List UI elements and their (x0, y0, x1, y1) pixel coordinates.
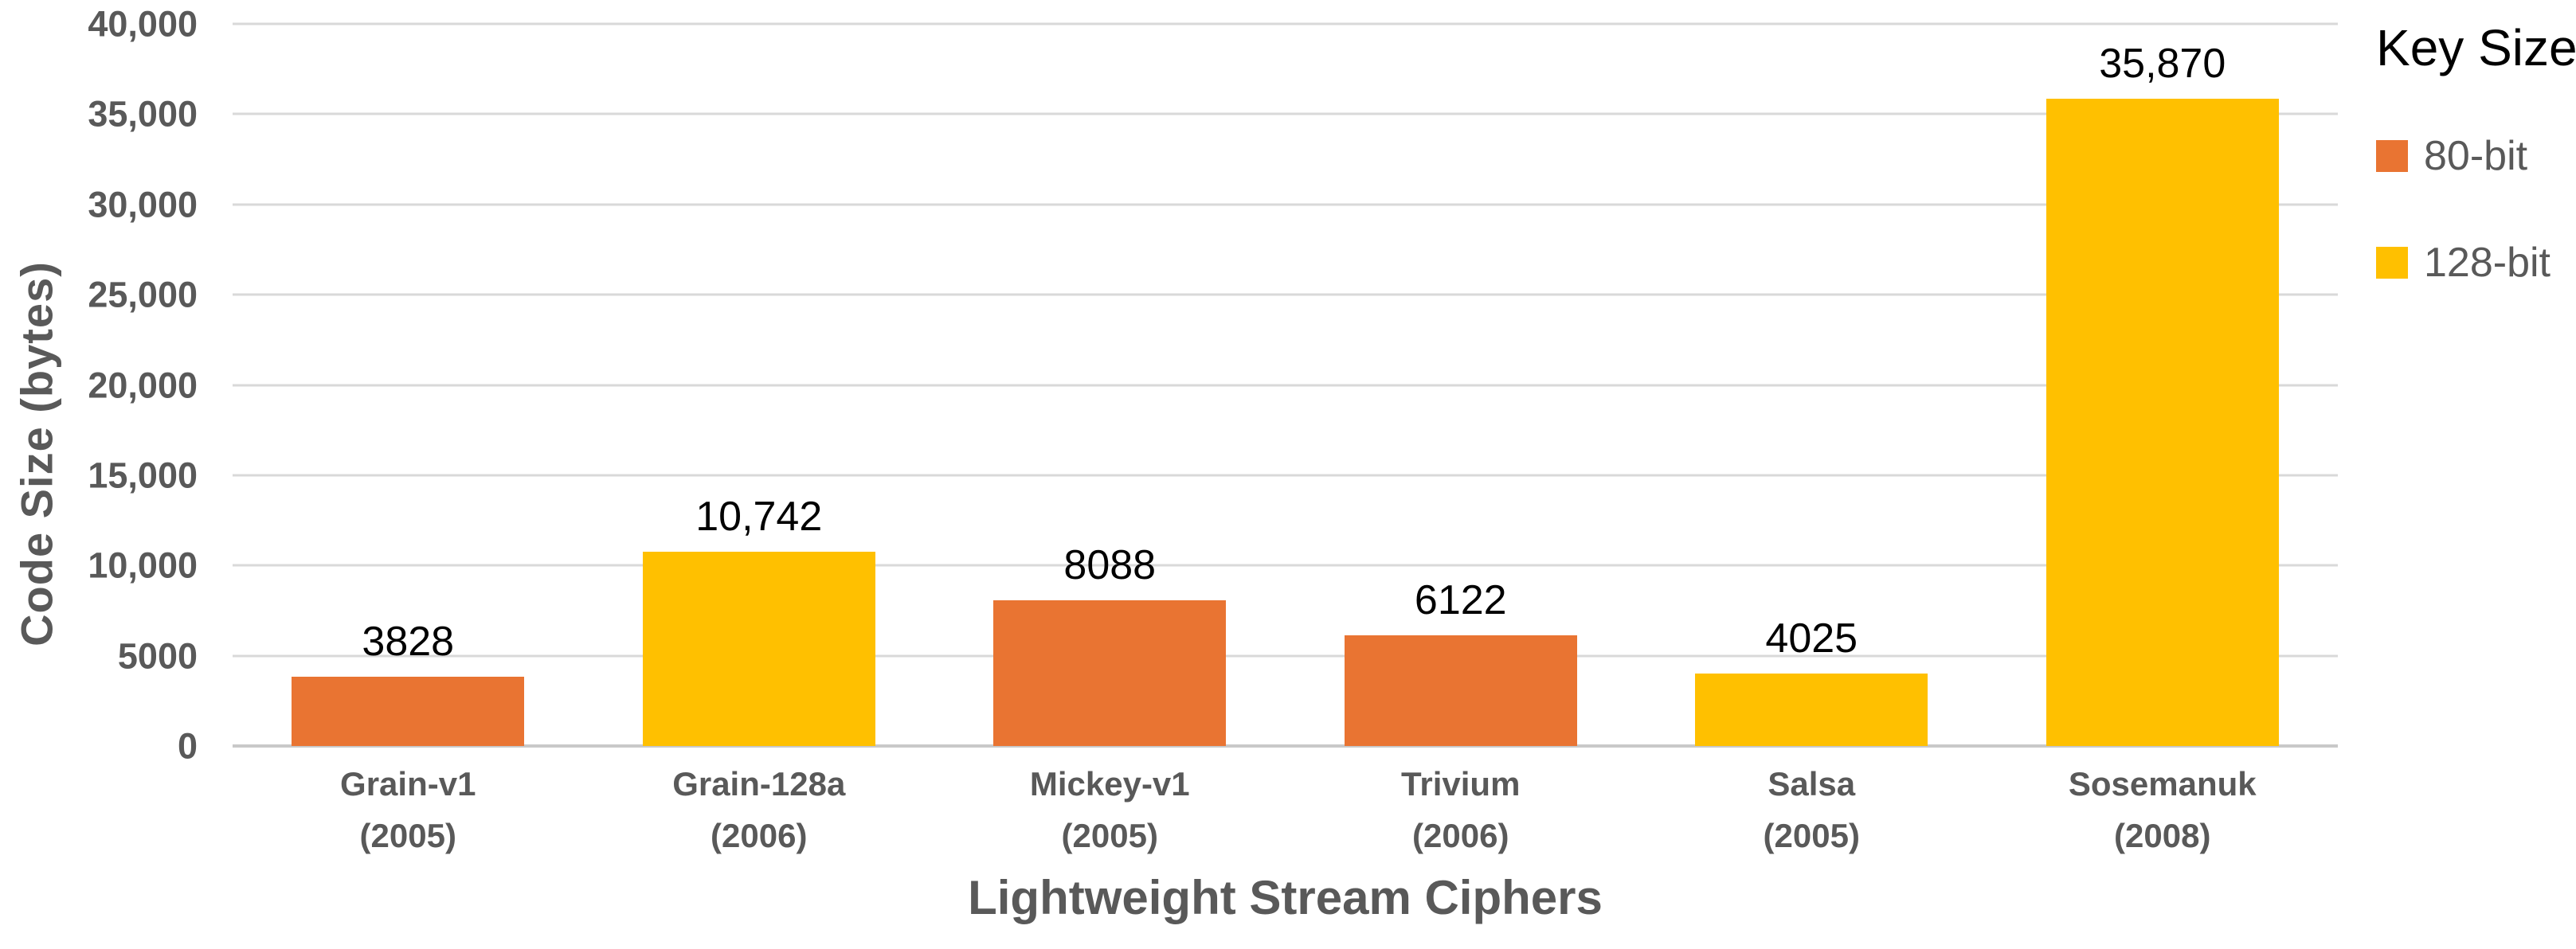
legend-item-128-bit: 128-bit (2376, 242, 2575, 283)
bar-grain-128a (642, 552, 875, 746)
bar-grain-v1 (292, 677, 525, 746)
category-label-trivium: Trivium (2006) (1401, 758, 1520, 861)
gridline (233, 293, 2338, 296)
legend-label: 80-bit (2424, 133, 2528, 179)
y-tick-label: 25,000 (88, 274, 198, 315)
category-name: Mickey-v1 (1029, 765, 1190, 803)
y-tick-label: 10,000 (88, 545, 198, 586)
bar-trivium (1344, 635, 1577, 746)
x-axis-category-labels: Grain-v1 (2005) Grain-128a (2006) Mickey-v1 (… (233, 758, 2338, 861)
y-tick-label: 20,000 (88, 365, 198, 405)
category-year: (2008) (2114, 817, 2211, 855)
y-tick-label: 40,000 (88, 3, 198, 45)
category-year: (2006) (711, 817, 808, 855)
y-axis-tick-labels: 0 5000 10,000 15,000 20,000 25,000 30,000 35,00… (0, 6, 198, 764)
bar-sosemanuk (2046, 98, 2279, 746)
y-tick-label: 15,000 (88, 455, 198, 496)
gridline (233, 564, 2338, 567)
gridline (233, 384, 2338, 386)
category-label-grain-128a: Grain-128a (2006) (672, 758, 845, 861)
category-name: Salsa (1768, 765, 1856, 803)
category-name: Grain-v1 (340, 765, 476, 803)
data-label-mickey-v1: 8088 (1063, 541, 1157, 588)
data-label-grain-v1: 3828 (362, 619, 455, 666)
category-name: Trivium (1401, 765, 1521, 803)
gridline (233, 654, 2338, 658)
legend-item-80-bit: 80-bit (2376, 135, 2575, 177)
category-label-sosemanuk: Sosemanuk (2008) (2069, 758, 2257, 861)
category-year: (2006) (1412, 817, 1509, 855)
bar-salsa (1695, 673, 1928, 746)
plot-area: 3828 10,742 8088 6122 4025 35,870 (233, 22, 2338, 748)
category-label-mickey-v1: Mickey-v1 (2005) (1030, 758, 1190, 861)
legend-label: 128-bit (2424, 240, 2551, 286)
gridline (233, 112, 2338, 115)
gridline (233, 203, 2338, 206)
y-tick-label: 5000 (117, 635, 198, 677)
category-name: Sosemanuk (2068, 765, 2257, 803)
x-axis-line (233, 744, 2338, 748)
bar-mickey-v1 (993, 599, 1227, 746)
legend-items: 80-bit 128-bit (2376, 135, 2575, 283)
category-year: (2005) (359, 817, 456, 855)
y-tick-label: 30,000 (88, 184, 198, 225)
legend-title: Key Size (2376, 19, 2576, 76)
gridline (233, 22, 2338, 25)
gridline (233, 474, 2338, 477)
data-label-grain-128a: 10,742 (695, 494, 823, 541)
legend-swatch-80-bit (2376, 140, 2408, 172)
category-year: (2005) (1763, 817, 1860, 855)
legend-swatch-128-bit (2376, 247, 2408, 279)
data-label-trivium: 6122 (1414, 577, 1507, 624)
data-label-sosemanuk: 35,870 (2099, 40, 2226, 87)
legend: Key Size 80-bit 128-bit (2376, 19, 2576, 349)
x-axis-title: Lightweight Stream Ciphers (968, 871, 1603, 924)
category-label-grain-v1: Grain-v1 (2005) (340, 758, 476, 861)
data-label-salsa: 4025 (1765, 615, 1858, 662)
category-year: (2005) (1061, 817, 1158, 855)
y-tick-label: 35,000 (88, 93, 198, 135)
category-label-salsa: Salsa (2005) (1764, 758, 1860, 861)
y-tick-label: 0 (177, 725, 198, 767)
category-name: Grain-128a (672, 765, 846, 803)
